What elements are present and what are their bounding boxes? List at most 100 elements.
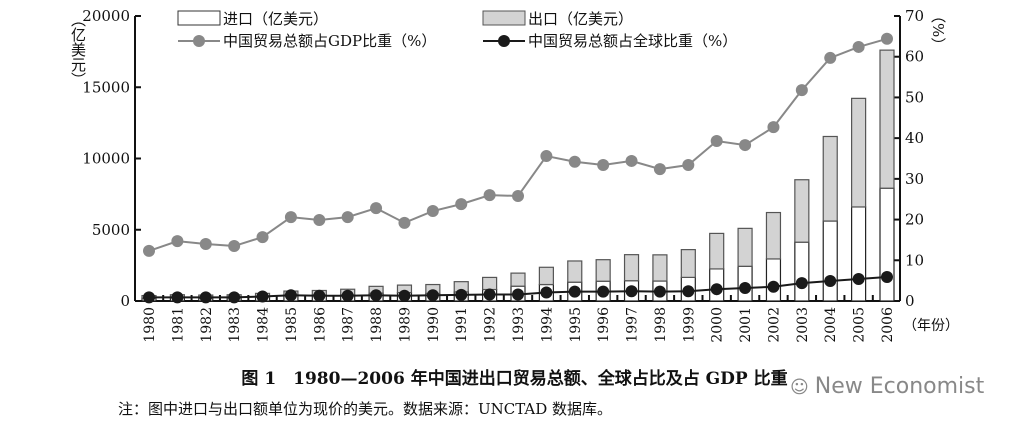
point-gdp-share <box>341 211 354 224</box>
legend-marker-global-share <box>498 35 510 47</box>
point-global-share <box>512 288 524 301</box>
bar-exports <box>595 259 611 282</box>
chart: 0 5000 10000 15000 20000 0 10 20 30 40 50 60 70 （亿美元）… <box>69 7 959 343</box>
point-global-share <box>881 270 893 283</box>
bar-exports <box>851 97 867 208</box>
point-global-share <box>398 289 411 302</box>
x-tick-label: 1996 <box>596 307 612 343</box>
point-gdp-share <box>483 189 496 202</box>
point-global-share <box>597 285 610 298</box>
point-global-share <box>852 273 865 286</box>
point-gdp-share <box>653 163 666 176</box>
bar-exports <box>567 260 583 283</box>
point-global-share <box>653 285 666 298</box>
x-tick-label: 1992 <box>483 307 499 343</box>
x-tick-label: 1991 <box>454 307 470 343</box>
bar-exports <box>652 254 668 282</box>
x-axis-label: （年份） <box>903 318 959 334</box>
y2-tick-label: 0 <box>905 292 915 310</box>
legend-label-exports: 出口（亿美元） <box>528 10 633 28</box>
y2-tick-label: 70 <box>905 7 924 25</box>
point-gdp-share <box>710 134 723 147</box>
bar-imports <box>822 220 838 302</box>
x-tick-label: 1990 <box>426 307 442 343</box>
point-gdp-share <box>398 216 411 229</box>
point-gdp-share <box>284 211 297 224</box>
y-tick-label: 20000 <box>82 7 130 25</box>
point-gdp-share <box>767 121 780 134</box>
point-global-share <box>313 289 326 302</box>
x-tick-label: 1987 <box>341 307 357 343</box>
point-gdp-share <box>739 139 752 152</box>
point-global-share <box>426 289 439 302</box>
point-global-share <box>767 280 780 293</box>
x-tick-label: 1985 <box>284 307 300 343</box>
point-gdp-share <box>682 159 695 172</box>
y-axis-label: （亿美元） <box>69 12 87 87</box>
point-global-share <box>795 277 808 290</box>
point-gdp-share <box>597 159 610 172</box>
point-gdp-share <box>426 205 439 218</box>
point-gdp-share <box>540 150 553 163</box>
point-global-share <box>256 290 269 303</box>
point-gdp-share <box>568 155 581 168</box>
x-tick-label: 2001 <box>738 307 754 343</box>
point-gdp-share <box>228 240 241 253</box>
point-gdp-share <box>824 51 837 64</box>
legend-label-global-share: 中国贸易总额占全球比重（%） <box>528 32 737 50</box>
x-tick-label: 1986 <box>312 307 328 343</box>
bar-exports <box>510 272 526 287</box>
x-tick-label: 1984 <box>256 307 272 343</box>
point-global-share <box>171 291 184 304</box>
y2-tick-label: 20 <box>905 211 924 229</box>
x-tick-label: 1997 <box>625 307 641 343</box>
y2-tick-label: 30 <box>905 170 924 188</box>
point-gdp-share <box>512 189 524 202</box>
point-gdp-share <box>370 202 383 215</box>
y-tick-label: 5000 <box>92 221 130 239</box>
point-global-share <box>228 291 241 304</box>
point-global-share <box>824 275 837 288</box>
point-global-share <box>568 285 581 298</box>
legend-label-imports: 进口（亿美元） <box>223 10 328 28</box>
point-gdp-share <box>171 235 184 248</box>
legend-marker-gdp-share <box>193 35 205 47</box>
point-global-share <box>199 291 212 304</box>
x-tick-label: 1993 <box>511 307 527 343</box>
x-tick-label: 2002 <box>766 307 782 343</box>
bar-exports <box>822 135 838 222</box>
x-tick-label: 1989 <box>397 307 413 343</box>
bar-exports <box>482 276 498 291</box>
bar-imports <box>851 206 867 302</box>
point-gdp-share <box>625 154 638 167</box>
figure-note: 注：图中进口与出口额单位为现价的美元。数据来源：UNCTAD 数据库。 <box>118 400 613 418</box>
x-tick-label: 2000 <box>710 307 726 343</box>
bar-exports <box>737 227 753 267</box>
point-global-share <box>284 289 297 302</box>
y2-tick-label: 40 <box>905 129 924 147</box>
x-tick-label: 1983 <box>227 307 243 343</box>
point-global-share <box>483 288 496 301</box>
point-gdp-share <box>256 231 269 244</box>
x-tick-label: 1988 <box>369 307 385 343</box>
watermark: ☺ New Economist <box>790 374 984 399</box>
x-tick-label: 1981 <box>170 307 186 343</box>
point-global-share <box>143 291 155 304</box>
bar-exports <box>680 249 696 278</box>
bar-imports <box>765 258 782 302</box>
point-gdp-share <box>143 244 155 257</box>
legend-swatch-exports <box>482 10 526 26</box>
point-gdp-share <box>795 84 808 97</box>
figure-caption: 图 1 1980—2006 年中国进出口贸易总额、全球占比及占 GDP 比重 <box>241 369 788 389</box>
point-global-share <box>739 281 752 294</box>
bar-exports <box>538 266 554 286</box>
x-tick-label: 2005 <box>852 307 868 343</box>
y2-tick-label: 60 <box>905 48 924 66</box>
bar-exports <box>765 211 782 260</box>
y-tick-label: 0 <box>120 292 130 310</box>
bar-exports <box>709 232 725 270</box>
x-tick-label: 2003 <box>795 307 811 343</box>
x-tick-label: 1995 <box>568 307 584 343</box>
x-tick-label: 1982 <box>199 307 215 343</box>
